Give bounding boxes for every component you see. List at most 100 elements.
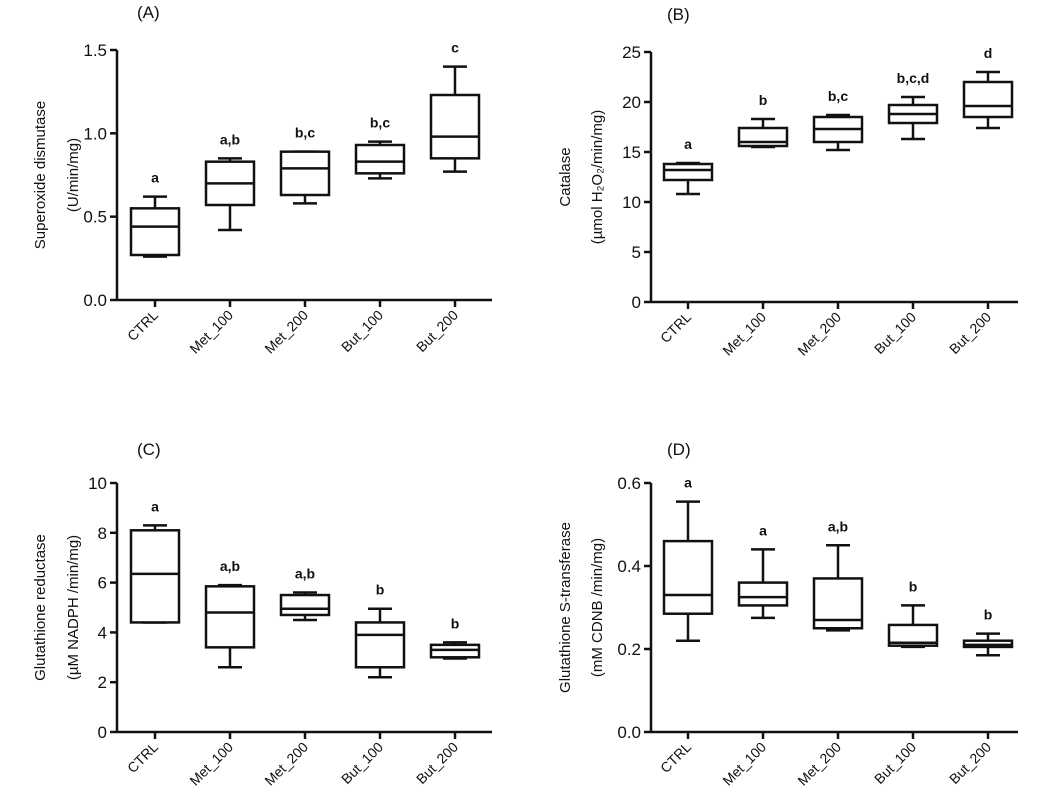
y-tick-label: 0.0 [617,723,641,742]
y-tick-label: 0.0 [83,291,107,310]
x-tick-label: CTRL [657,309,694,346]
box-ctrl: CTRL a [657,136,714,346]
significance-letters: c [451,40,459,56]
x-tick-label: Met_200 [794,309,844,359]
y-tick-label: 20 [622,93,641,112]
iqr-box [962,80,1014,119]
significance-letters: b,c [295,125,315,141]
significance-letters: a [759,522,767,538]
x-tick-label: Met_100 [186,739,236,789]
significance-letters: a [151,170,159,186]
y-axis-label: (U/min/mg) [65,138,82,212]
iqr-box [129,207,181,257]
box-ctrl: CTRL a [657,475,714,776]
y-tick-label: 1.0 [83,124,107,143]
box-met-200: Met_200 a,b [261,566,331,789]
y-tick-label: 15 [622,143,641,162]
significance-letters: b [759,92,768,108]
iqr-box [129,529,181,624]
y-tick-label: 10 [622,193,641,212]
significance-letters: a,b [220,131,240,147]
significance-letters: a [684,475,692,491]
x-tick-label: Met_200 [261,739,311,789]
box-met-200: Met_200 b,c [261,125,331,357]
panel-label: (C) [137,440,161,459]
y-axis-label: Glutathione S-transferase [557,522,574,693]
iqr-box [279,150,331,197]
iqr-box [354,143,406,175]
x-tick-label: Met_100 [719,309,769,359]
significance-letters: a [684,136,692,152]
x-tick-label: CTRL [657,739,694,776]
iqr-box [279,593,331,617]
panel-c: (C) 0 2 4 6 8 10 Glutathione reductase (µM NADPH… [32,440,492,789]
box-met-200: Met_200 a,b [794,518,864,789]
panel-a: (A) 0.0 0.5 1.0 1.5 Superoxide dismutase (U/mi… [32,3,492,357]
panel-d: (D) 0.0 0.2 0.4 0.6 Glutathione S-transferase… [557,440,1018,789]
y-axis-label: Superoxide dismutase [32,101,49,249]
significance-letters: b,c,d [897,70,930,86]
y-axis-label: Glutathione reductase [32,534,49,681]
y-tick-label: 0.4 [617,557,641,576]
iqr-box [887,623,939,647]
y-tick-label: 0.2 [617,640,641,659]
box-met-100: Met_100 a,b [186,558,256,789]
box-met-100: Met_100 b [719,92,789,359]
iqr-box [737,126,789,148]
y-tick-label: 5 [632,243,641,262]
y-axis-label: (mM CDNB /min/mg) [589,538,606,677]
significance-letters: b [909,578,918,594]
box-but-100: But_100 b,c,d [871,70,939,357]
box-but-200: But_200 c [413,40,481,355]
box-but-200: But_200 b [413,615,481,787]
box-but-100: But_100 b [871,578,939,787]
y-tick-label: 10 [88,474,107,493]
y-tick-label: 25 [622,43,641,62]
significance-letters: b,c [828,88,848,104]
iqr-box [737,581,789,607]
y-tick-label: 0.6 [617,474,641,493]
x-tick-label: But_100 [871,739,919,787]
x-tick-label: Met_200 [261,307,311,357]
x-tick-label: But_100 [338,307,386,355]
iqr-box [204,585,256,649]
y-tick-label: 2 [98,673,107,692]
box-but-100: But_100 b,c [338,115,406,355]
significance-letters: a,b [220,558,240,574]
significance-letters: b,c [370,115,390,131]
x-tick-label: Met_100 [186,307,236,357]
box-met-100: Met_100 a [719,522,789,789]
box-but-100: But_100 b [338,582,406,787]
y-axis-label: (µmol H₂O₂/min/mg) [589,110,606,244]
x-tick-label: But_200 [413,307,461,355]
x-tick-label: But_200 [413,739,461,787]
panel-label: (A) [137,3,160,22]
significance-letters: a,b [295,566,315,582]
significance-letters: b [451,615,460,631]
box-but-200: But_200 b [946,607,1014,787]
significance-letters: a,b [828,518,848,534]
y-axis-label: Catalase [557,147,574,206]
significance-letters: b [376,582,385,598]
x-tick-label: Met_100 [719,739,769,789]
y-tick-label: 6 [98,574,107,593]
box-met-200: Met_200 b,c [794,88,864,359]
y-tick-label: 0.5 [83,208,107,227]
box-ctrl: CTRL a [124,170,181,344]
x-tick-label: CTRL [124,739,161,776]
y-axis-label: (µM NADPH /min/mg) [65,535,82,680]
y-tick-label: 4 [98,623,107,642]
y-tick-label: 1.5 [83,41,107,60]
x-tick-label: But_100 [338,739,386,787]
y-tick-label: 8 [98,524,107,543]
significance-letters: a [151,498,159,514]
x-tick-label: CTRL [124,307,161,344]
panel-label: (D) [667,440,691,459]
iqr-box [662,162,714,182]
iqr-box [429,93,481,160]
iqr-box [354,621,406,669]
box-but-200: But_200 d [946,45,1014,357]
y-tick-label: 0 [632,293,641,312]
iqr-box [662,539,714,615]
